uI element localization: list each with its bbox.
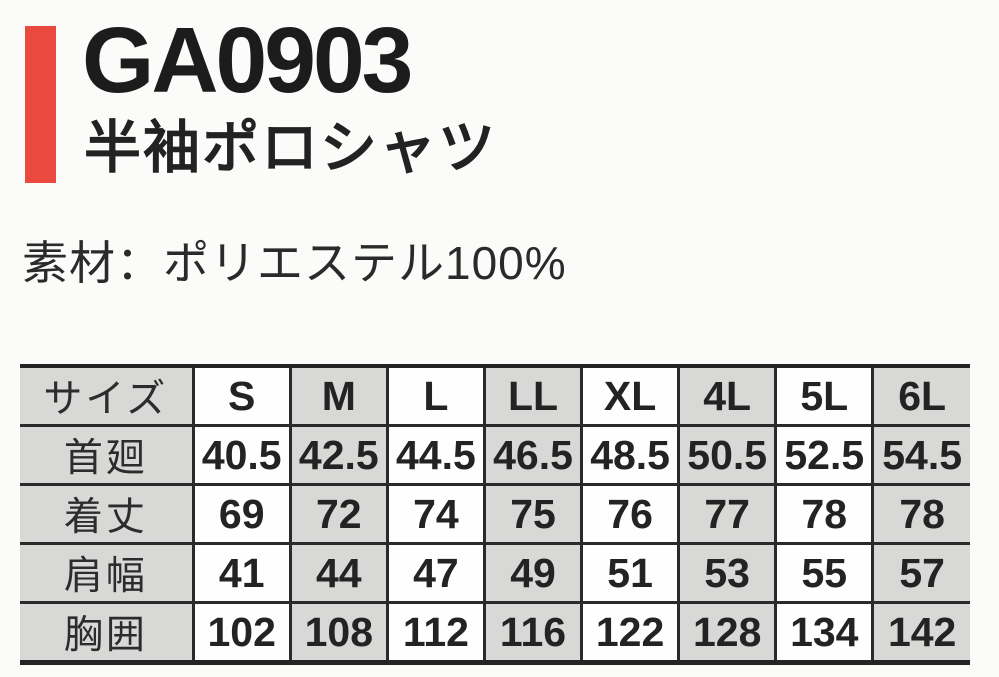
size-col-header-s: S (191, 366, 291, 426)
value-cell: 112 (385, 601, 485, 663)
value-cell: 44.5 (385, 424, 485, 485)
size-table: サイズ S M L LL XL 4L 5L 6L 首廻 40.5 42.5 44… (20, 364, 970, 665)
value-cell: 77 (677, 483, 776, 544)
value-cell: 78 (774, 483, 873, 544)
size-col-header-l: L (385, 366, 485, 426)
value-cell: 69 (191, 483, 291, 544)
size-col-header-4l: 4L (677, 366, 776, 426)
value-cell: 47 (385, 542, 485, 603)
size-col-header-5l: 5L (774, 366, 873, 426)
value-cell: 122 (580, 601, 679, 663)
value-cell: 49 (482, 542, 582, 603)
value-cell: 57 (871, 542, 970, 603)
row-label-neck: 首廻 (20, 424, 194, 485)
size-col-header-m: M (288, 366, 388, 426)
size-table-header-row: サイズ S M L LL XL 4L 5L 6L (20, 366, 970, 426)
value-cell: 128 (677, 601, 776, 663)
row-label-chest: 胸囲 (20, 601, 194, 663)
value-cell: 134 (774, 601, 873, 663)
row-label-body-length: 着丈 (20, 483, 194, 544)
value-cell: 51 (580, 542, 679, 603)
value-cell: 46.5 (482, 424, 582, 485)
value-cell: 108 (288, 601, 388, 663)
value-cell: 53 (677, 542, 776, 603)
size-col-header-xl: XL (580, 366, 679, 426)
value-cell: 75 (482, 483, 582, 544)
product-name: 半袖ポロシャツ (84, 116, 497, 180)
table-row-body-length: 着丈 69 72 74 75 76 77 78 78 (20, 483, 970, 544)
value-cell: 42.5 (288, 424, 388, 485)
value-cell: 52.5 (774, 424, 873, 485)
table-row-neck: 首廻 40.5 42.5 44.5 46.5 48.5 50.5 52.5 54… (20, 424, 970, 485)
value-cell: 142 (871, 601, 970, 663)
value-cell: 40.5 (191, 424, 291, 485)
value-cell: 76 (580, 483, 679, 544)
value-cell: 54.5 (871, 424, 970, 485)
value-cell: 116 (482, 601, 582, 663)
value-cell: 102 (191, 601, 291, 663)
size-col-header-ll: LL (482, 366, 582, 426)
value-cell: 78 (871, 483, 970, 544)
material-text: 素材：ポリエステル100% (22, 237, 567, 289)
table-row-chest: 胸囲 102 108 112 116 122 128 134 142 (20, 601, 970, 663)
row-label-shoulder: 肩幅 (20, 542, 194, 603)
value-cell: 74 (385, 483, 485, 544)
size-table-corner-header: サイズ (20, 366, 194, 426)
value-cell: 50.5 (677, 424, 776, 485)
value-cell: 72 (288, 483, 388, 544)
size-col-header-6l: 6L (871, 366, 970, 426)
accent-bar (25, 26, 56, 183)
value-cell: 44 (288, 542, 388, 603)
table-row-shoulder: 肩幅 41 44 47 49 51 53 55 57 (20, 542, 970, 603)
value-cell: 48.5 (580, 424, 679, 485)
value-cell: 41 (191, 542, 291, 603)
value-cell: 55 (774, 542, 873, 603)
product-code: GA0903 (82, 8, 413, 112)
